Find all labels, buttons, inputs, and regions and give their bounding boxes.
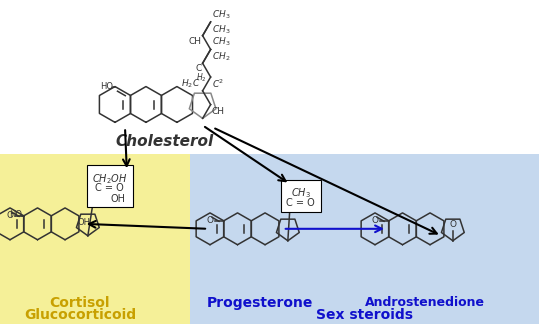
Text: OH: OH [110,194,126,204]
Text: Cholesterol: Cholesterol [116,134,214,149]
FancyBboxPatch shape [281,180,321,212]
Text: Androstenedione: Androstenedione [365,296,485,309]
FancyBboxPatch shape [87,165,133,207]
Text: CH: CH [212,107,225,116]
Text: $H_2$: $H_2$ [196,71,207,84]
Text: $C^2$: $C^2$ [212,78,224,90]
Bar [0,154,190,324]
Text: C = O: C = O [95,183,124,193]
Text: Sex steroids: Sex steroids [316,308,413,322]
Text: $CH_3$: $CH_3$ [212,8,230,21]
Text: $CH_3$: $CH_3$ [212,24,230,37]
Text: HO: HO [100,82,113,91]
Text: C: C [195,64,202,73]
Text: $H_2C$: $H_2C$ [181,77,201,90]
Bar [190,154,539,324]
Text: O: O [450,220,457,229]
Text: Progesterone: Progesterone [207,296,313,310]
Text: O: O [372,216,379,225]
Text: C = O: C = O [286,198,315,208]
Text: CH: CH [189,37,202,46]
Text: $CH_2$: $CH_2$ [212,51,230,63]
Text: O: O [7,211,14,220]
Text: $CH_3$: $CH_3$ [212,36,230,49]
Text: OH: OH [78,217,91,227]
Text: $CH_3$: $CH_3$ [291,186,311,200]
Text: O: O [207,216,214,225]
Text: $CH_2OH$: $CH_2OH$ [92,172,128,186]
Text: Cortisol: Cortisol [50,296,110,310]
Text: Glucocorticoid: Glucocorticoid [24,308,136,322]
Text: HO: HO [9,210,22,219]
